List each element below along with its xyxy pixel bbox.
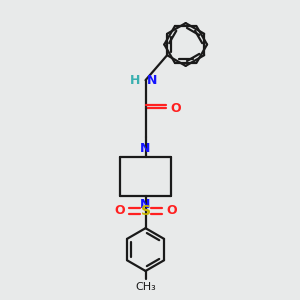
Text: CH₃: CH₃ <box>135 282 156 292</box>
Text: N: N <box>140 142 151 155</box>
Text: O: O <box>114 204 125 218</box>
Text: O: O <box>166 204 177 218</box>
Text: N: N <box>140 198 151 211</box>
Text: H: H <box>130 74 140 87</box>
Text: N: N <box>147 74 158 87</box>
Text: O: O <box>171 102 182 115</box>
Text: S: S <box>140 204 151 218</box>
